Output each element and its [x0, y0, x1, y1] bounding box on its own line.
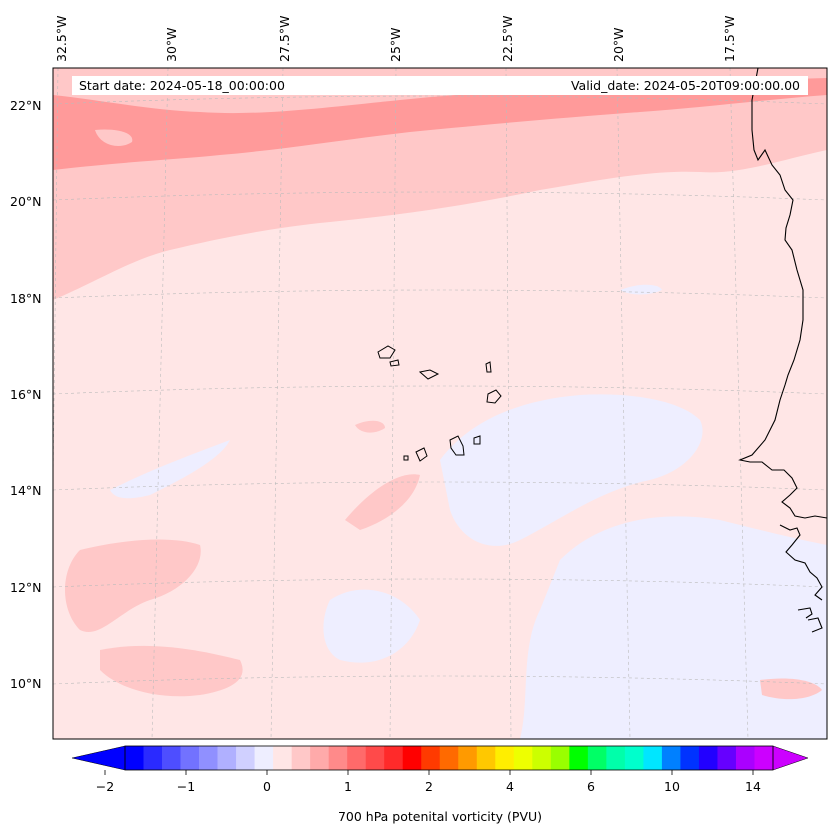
pv-contour-lavender-3: [110, 440, 230, 499]
pv-contour-pink-south-1: [65, 539, 201, 633]
longitude-labels: 32.5°W 30°W 27.5°W 25°W 22.5°W 20°W 17.5…: [54, 16, 737, 62]
lon-label: 27.5°W: [277, 16, 292, 62]
colorbar-cell: [754, 746, 774, 770]
lat-label: 12°N: [10, 580, 42, 595]
colorbar-cell: [125, 746, 144, 770]
colorbar-cell: [199, 746, 218, 770]
colorbar-cell: [698, 746, 718, 770]
valid-date-label: Valid_date: 2024-05-20T09:00:00.00: [571, 78, 800, 93]
colorbar-cell: [236, 746, 255, 770]
colorbar-cell: [495, 746, 515, 770]
colorbar-ticks: [104, 770, 754, 775]
colorbar-label: 700 hPa potenital vorticity (PVU): [338, 809, 542, 824]
lon-label: 25°W: [388, 27, 403, 62]
colorbar-cell: [328, 746, 348, 770]
colorbar-extend-left: [71, 745, 126, 771]
lat-label: 16°N: [10, 387, 42, 402]
colorbar-cell: [606, 746, 626, 770]
colorbar-cell: [217, 746, 237, 770]
colorbar-cell: [513, 746, 533, 770]
colorbar-cell: [717, 746, 737, 770]
colorbar-cell: [680, 746, 700, 770]
colorbar-cell: [273, 746, 292, 770]
colorbar-tick-label: 10: [664, 779, 680, 794]
lat-label: 18°N: [10, 291, 42, 306]
colorbar-tick-label: 4: [506, 779, 514, 794]
colorbar-tick-label: 2: [425, 779, 433, 794]
colorbar-cell: [310, 746, 329, 770]
map-header-box: [72, 76, 808, 95]
lon-label: 20°W: [611, 27, 626, 62]
cape-verde-islands: [377, 345, 502, 462]
colorbar-cell: [550, 746, 570, 770]
pv-contour-pink-south-2: [345, 474, 420, 530]
pv-contour-patch-1: [80, 147, 109, 162]
colorbar-cell: [402, 746, 422, 770]
colorbar-cell: [661, 746, 681, 770]
pv-contour-patch-2: [95, 129, 133, 146]
pv-contour-lavender-2: [520, 516, 827, 739]
colorbar-cell: [458, 746, 478, 770]
colorbar-cell: [180, 746, 200, 770]
colorbar-cell: [587, 746, 607, 770]
colorbar-cell: [421, 746, 441, 770]
map-frame: [52, 67, 828, 740]
colorbar-frame: [124, 745, 774, 771]
lat-label: 14°N: [10, 483, 42, 498]
lon-label: 32.5°W: [54, 16, 69, 62]
lat-label: 20°N: [10, 194, 42, 209]
colorbar-cell: [643, 746, 663, 770]
latitude-labels: 22°N 20°N 18°N 16°N 14°N 12°N 10°N: [10, 98, 42, 691]
pv-contour-band-north-strong: [53, 78, 827, 170]
pv-contour-pink-south-3: [100, 645, 243, 697]
pv-contour-lavender-1: [440, 394, 703, 546]
colorbar-extend-right: [772, 745, 809, 771]
colorbar-cell: [254, 746, 274, 770]
map-panel: Start date: 2024-05-18_00:00:00 Valid_da…: [52, 67, 828, 740]
colorbar-cell: [143, 746, 163, 770]
colorbar-cell: [365, 746, 385, 770]
colorbar-tick-label: −1: [177, 779, 195, 794]
colorbar-cell: [384, 746, 404, 770]
colorbar-cell: [162, 746, 181, 770]
colorbar-cells: [125, 746, 774, 770]
colorbar-tick-label: −2: [96, 779, 114, 794]
pv-contour-pink-south-5: [355, 420, 385, 433]
lon-label: 30°W: [164, 27, 179, 62]
start-date-label: Start date: 2024-05-18_00:00:00: [79, 78, 285, 93]
colorbar-cell: [347, 746, 366, 770]
colorbar-tick-label: 0: [263, 779, 271, 794]
colorbar-tick-label: 6: [587, 779, 595, 794]
colorbar-cell: [439, 746, 459, 770]
lon-label: 17.5°W: [722, 16, 737, 62]
colorbar-cell: [532, 746, 552, 770]
colorbar-cell: [735, 746, 755, 770]
colorbar-cell: [569, 746, 589, 770]
colorbar-cell: [624, 746, 644, 770]
pv-contour-pink-south-4: [760, 678, 822, 700]
pv-contour-lavender-4: [323, 589, 420, 663]
map-gridlines: [53, 68, 827, 739]
lon-label: 22.5°W: [500, 16, 515, 62]
colorbar-tick-label: 1: [344, 779, 352, 794]
lat-label: 10°N: [10, 676, 42, 691]
colorbar: −2 −1 0 1 2 4 6 10 14 700 hPa potenital …: [71, 745, 809, 824]
colorbar-cell: [291, 746, 311, 770]
africa-coastline: [738, 68, 827, 633]
lat-label: 22°N: [10, 98, 42, 113]
colorbar-tick-label: 14: [745, 779, 761, 794]
colorbar-cell: [476, 746, 496, 770]
